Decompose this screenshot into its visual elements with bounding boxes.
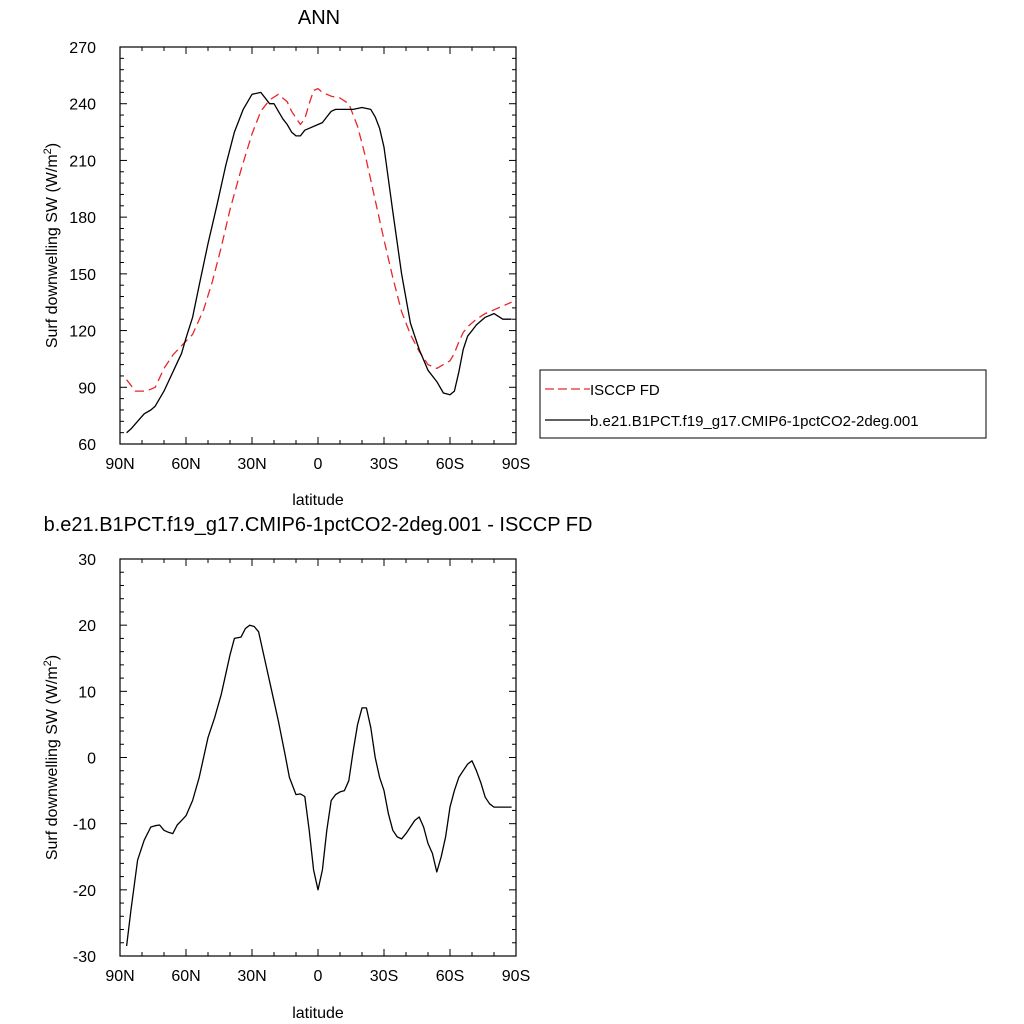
- y-tick-label: 180: [69, 210, 96, 227]
- legend: ISCCP FD b.e21.B1PCT.f19_g17.CMIP6-1pctCO…: [539, 369, 987, 439]
- x-tick-label: 30S: [370, 968, 398, 985]
- legend-box: [539, 369, 987, 439]
- y-tick-label: 60: [78, 437, 96, 454]
- chart-panel-1: ANN 90N 60N 30N 0 30S 60S 90S 60 90 120 150 180 210 24…: [42, 7, 987, 509]
- series-line-2: [126, 91, 512, 434]
- x-tick-label: 30N: [237, 456, 266, 473]
- x-tick-label: 30N: [237, 968, 266, 985]
- x-tick-label: 60N: [171, 968, 200, 985]
- legend-label-1: ISCCP FD: [590, 382, 660, 399]
- plot-frame: [119, 558, 517, 957]
- y-axis-label: Surf downwelling SW (W/m2): [42, 143, 61, 348]
- y-tick-label: -30: [73, 949, 96, 966]
- y-tick-label: 90: [78, 380, 96, 397]
- chart-title: ANN: [298, 7, 340, 29]
- y-tick-label: -20: [73, 883, 96, 900]
- x-axis-label: latitude: [292, 492, 344, 509]
- x-tick-label: 60S: [436, 968, 464, 985]
- y-tick-label: -10: [73, 817, 96, 834]
- y-tick-label: 150: [69, 267, 96, 284]
- y-tick-label: 210: [69, 153, 96, 170]
- x-tick-label: 90N: [105, 968, 134, 985]
- y-tick-label: 0: [87, 751, 96, 768]
- x-tick-label: 60S: [436, 456, 464, 473]
- y-axis-label: Surf downwelling SW (W/m2): [42, 655, 61, 860]
- x-tick-label: 90S: [502, 968, 530, 985]
- x-tick-label: 30S: [370, 456, 398, 473]
- y-tick-label: 10: [78, 684, 96, 701]
- series-line-1: [125, 624, 512, 947]
- x-tick-label: 60N: [171, 456, 200, 473]
- chart-title: b.e21.B1PCT.f19_g17.CMIP6-1pctCO2-2deg.0…: [44, 514, 593, 536]
- y-tick-label: 20: [78, 618, 96, 635]
- x-tick-label: 90N: [105, 456, 134, 473]
- y-tick-label: 30: [78, 552, 96, 569]
- x-tick-label: 0: [314, 968, 323, 985]
- series-line-1: [126, 87, 512, 392]
- y-tick-label: 270: [69, 40, 96, 57]
- x-tick-label: 0: [314, 456, 323, 473]
- y-tick-label: 120: [69, 324, 96, 341]
- x-tick-label: 90S: [502, 456, 530, 473]
- legend-label-2: b.e21.B1PCT.f19_g17.CMIP6-1pctCO2-2deg.0…: [590, 413, 919, 430]
- y-tick-label: 240: [69, 97, 96, 114]
- chart-panel-2: b.e21.B1PCT.f19_g17.CMIP6-1pctCO2-2deg.0…: [42, 514, 592, 1022]
- x-axis-label: latitude: [292, 1005, 344, 1022]
